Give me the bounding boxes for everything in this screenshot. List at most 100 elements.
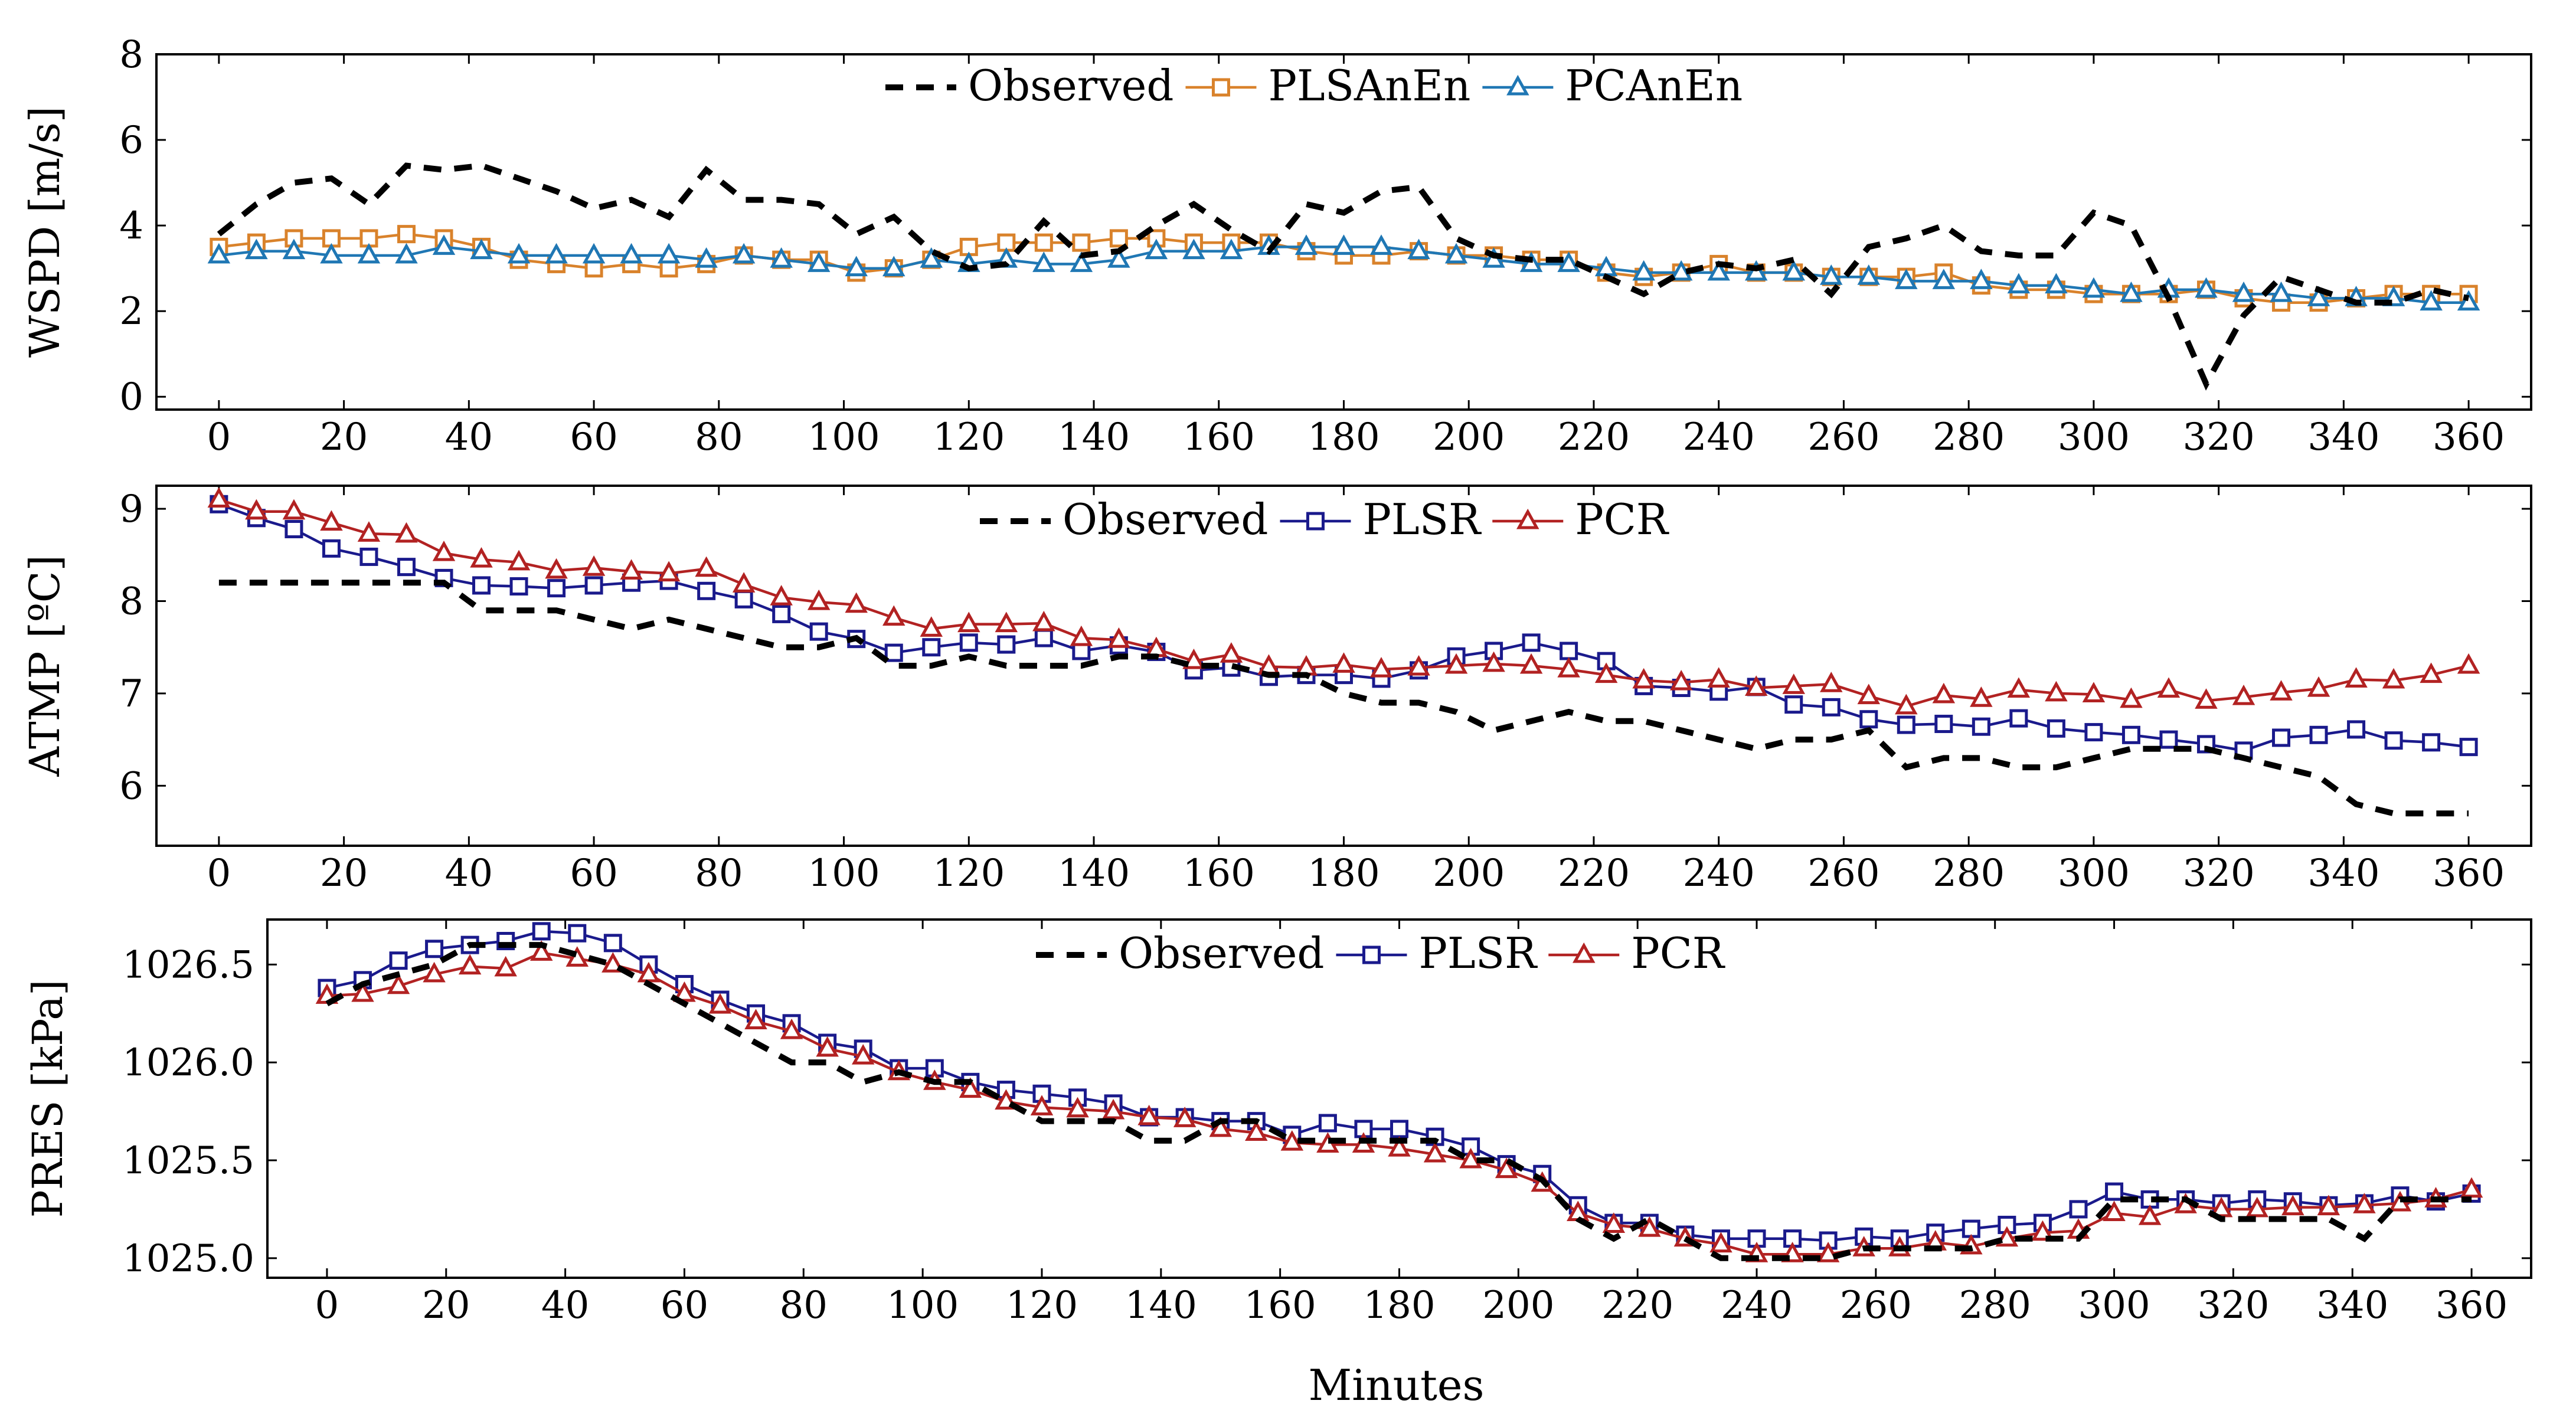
- pcr-point: [1707, 667, 1730, 688]
- plsr-point: [2009, 709, 2028, 728]
- x-tick-label: 120: [933, 852, 1005, 895]
- plsr-point: [1934, 715, 1953, 734]
- x-tick-label: 360: [2433, 415, 2505, 459]
- pcanen-point: [1707, 260, 1730, 281]
- pcr-point: [1638, 1216, 1661, 1237]
- pcr-point: [1895, 693, 1918, 715]
- pcanen-point: [2045, 273, 2068, 294]
- plsr-point: [1034, 629, 1053, 647]
- legend-marker-pcr: [1573, 942, 1596, 963]
- pcanen-point: [1182, 238, 1205, 260]
- series-pcr: [315, 940, 2483, 1262]
- x-tick-label: 320: [2183, 415, 2255, 459]
- plsr-point: [397, 558, 416, 577]
- pcanen-point: [2120, 282, 2143, 302]
- x-tick-label: 0: [315, 1284, 339, 1327]
- pcr-point: [995, 611, 1018, 633]
- pcr-point: [2420, 662, 2443, 683]
- pcanen-point: [1369, 234, 1393, 255]
- pcr-point: [920, 616, 943, 637]
- pcr-point: [1970, 686, 1993, 707]
- plsanen-point: [397, 225, 416, 244]
- legend-marker-plsanen: [1211, 78, 1230, 97]
- pcr-point: [1032, 610, 1055, 632]
- x-tick-label: 80: [695, 852, 743, 895]
- pcanen-point: [1557, 251, 1580, 272]
- x-tick-label: 180: [1363, 1284, 1435, 1327]
- pcanen-point: [920, 247, 943, 268]
- series-plsr: [210, 495, 2478, 760]
- plsr-point: [2459, 738, 2478, 757]
- pcanen-point: [545, 243, 568, 264]
- y-tick-label: 4: [119, 204, 143, 248]
- plsr-point: [1859, 710, 1878, 729]
- pcanen-point: [2082, 277, 2106, 298]
- pcr-point: [1482, 651, 1505, 672]
- pcanen-point: [507, 243, 531, 264]
- pcr-point: [1388, 1136, 1411, 1157]
- atmp-panel: 0 20 40 60 80 100 120 140 160 180 200 220 240 260 280 3…: [21, 485, 2532, 895]
- plsr-point: [697, 581, 716, 600]
- plsr-point: [959, 633, 978, 652]
- pcanen-point: [470, 238, 493, 260]
- plsr-point: [568, 924, 587, 943]
- x-tick-label: 300: [2058, 852, 2130, 895]
- pcanen-point: [845, 256, 868, 277]
- pcr-point: [1423, 1141, 1447, 1163]
- pcr-point: [2045, 680, 2068, 702]
- pcr-point: [2245, 1196, 2269, 1218]
- pcanen-point: [770, 247, 793, 268]
- x-tick-label: 340: [2307, 852, 2379, 895]
- series-pcr: [207, 487, 2480, 715]
- pcanen-point: [882, 256, 905, 277]
- pcr-point: [708, 993, 732, 1014]
- pcr-point: [320, 510, 343, 531]
- x-tick-label: 200: [1433, 852, 1505, 895]
- pcanen-point: [207, 243, 231, 264]
- plsr-point: [1897, 715, 1915, 734]
- pcr-point: [2317, 1195, 2340, 1216]
- legend-label-plsr: PLSR: [1418, 928, 1538, 978]
- pcanen-point: [2270, 282, 2293, 302]
- pcanen-point: [1407, 238, 1430, 260]
- plsr-point: [809, 622, 828, 641]
- pcanen-point: [1294, 234, 1318, 255]
- pcanen-point: [357, 243, 381, 264]
- x-tick-label: 340: [2307, 415, 2379, 459]
- pcr-point: [657, 561, 681, 582]
- plsr-point: [997, 635, 1016, 654]
- pcanen-point: [807, 251, 831, 272]
- pcr-point: [282, 499, 306, 520]
- series-observed: [218, 580, 2469, 817]
- plsr-point: [922, 638, 941, 657]
- plsr-point: [2084, 723, 2103, 742]
- legend-marker-pcr: [1516, 508, 1539, 529]
- pcr-point: [423, 961, 446, 983]
- pcr-point: [1632, 668, 1655, 689]
- x-tick-label: 360: [2436, 1284, 2508, 1327]
- pcr-point: [1669, 670, 1693, 691]
- pcanen-point: [282, 238, 306, 260]
- legend: Observed PLSAnEn PCAnEn: [885, 61, 1743, 110]
- pres-panel: 0 20 40 60 80 100 120 140 160 180 200 220 240 260 280 3…: [24, 918, 2532, 1410]
- pcr-point: [2082, 682, 2106, 702]
- plsr-point: [603, 934, 622, 953]
- pcanen-point: [245, 238, 268, 260]
- pcanen-point: [1970, 269, 1993, 289]
- pcr-point: [1107, 627, 1130, 648]
- pcr-point: [1220, 642, 1243, 663]
- pcanen-point: [2195, 277, 2218, 298]
- plsr-point: [2384, 731, 2403, 750]
- x-tick-label: 280: [1933, 415, 2005, 459]
- pcr-point: [1182, 649, 1205, 669]
- plsr-point: [472, 576, 491, 595]
- x-tick-label: 360: [2433, 852, 2505, 895]
- pcanen-point: [620, 243, 643, 264]
- pcanen-point: [1932, 269, 1956, 289]
- pcr-point: [959, 1077, 982, 1098]
- plsr-point: [884, 643, 903, 662]
- plsr-point: [285, 520, 303, 539]
- plsr-point: [2159, 730, 2178, 749]
- pcanen-point: [1444, 243, 1468, 264]
- pcr-point: [1459, 1147, 1482, 1169]
